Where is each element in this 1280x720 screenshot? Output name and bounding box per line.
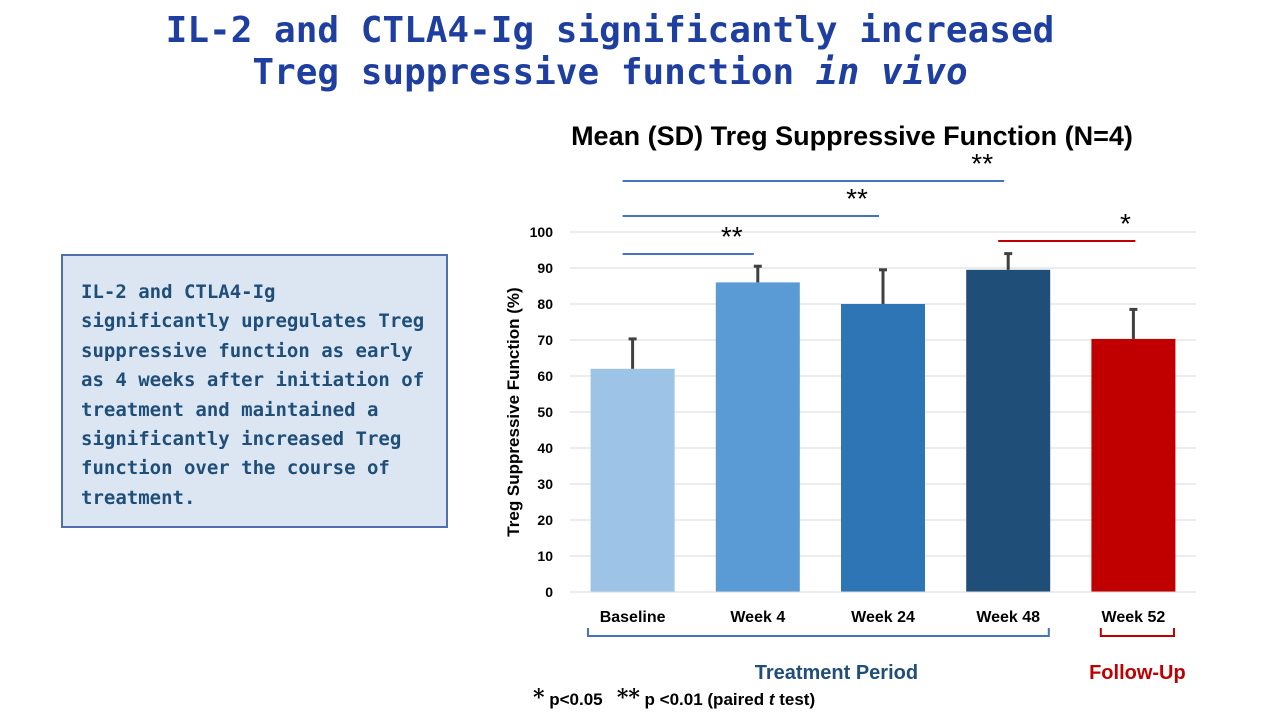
group-bracket [1099, 628, 1175, 637]
footnote-test: test) [774, 690, 816, 709]
y-tick-label: 10 [537, 548, 553, 564]
bar-week-48 [966, 269, 1051, 592]
significance-label: * [1120, 208, 1131, 239]
y-tick-label: 70 [537, 332, 553, 348]
x-tick-label: Baseline [600, 609, 666, 626]
footnote-p001: p <0.01 (paired [639, 690, 769, 709]
group-label: Follow-Up [1089, 662, 1186, 684]
significance-label: ** [721, 221, 743, 252]
y-tick-label: 30 [537, 476, 553, 492]
title-line-2-italic: in vivo [815, 52, 968, 93]
title-line-1: IL-2 and CTLA4-Ig significantly increase… [165, 10, 1055, 51]
significance-label: ** [971, 148, 993, 179]
y-tick-label: 60 [537, 368, 553, 384]
y-tick-label: 0 [545, 584, 553, 600]
bar-week-52 [1091, 338, 1176, 592]
x-tick-label: Week 4 [730, 609, 785, 626]
slide-title: IL-2 and CTLA4-Ig significantly increase… [0, 10, 1220, 94]
y-tick-label: 80 [537, 296, 553, 312]
y-tick-label: 100 [530, 224, 554, 240]
footnote: * p<0.05 ** p <0.01 (paired t test) [533, 685, 815, 711]
y-axis-label: Treg Suppressive Function (%) [504, 287, 523, 536]
chart-title: Mean (SD) Treg Suppressive Function (N=4… [571, 121, 1133, 151]
footnote-p005: p<0.05 [544, 690, 603, 709]
y-tick-label: 20 [537, 512, 553, 528]
bar-baseline [590, 368, 675, 592]
title-line-2: Treg suppressive function in vivo [0, 52, 1220, 94]
title-line-2-main: Treg suppressive function [252, 52, 816, 93]
group-bracket [587, 628, 1050, 637]
bar-week-4 [715, 282, 800, 592]
summary-box: IL-2 and CTLA4-Ig significantly upregula… [61, 254, 448, 528]
x-tick-label: Week 48 [976, 609, 1040, 626]
bar-week-24 [841, 304, 925, 592]
y-tick-label: 40 [537, 440, 553, 456]
significance-label: ** [846, 183, 868, 214]
group-label: Treatment Period [755, 662, 918, 684]
footnote-t: t [768, 690, 775, 709]
footnote-star-double: ** [616, 685, 640, 711]
y-tick-label: 50 [537, 404, 553, 420]
y-tick-label: 90 [537, 260, 553, 276]
x-tick-label: Week 24 [851, 609, 915, 626]
x-tick-label: Week 52 [1102, 609, 1166, 626]
footnote-star-single: * [533, 685, 545, 711]
summary-text: IL-2 and CTLA4-Ig significantly upregula… [81, 281, 425, 509]
